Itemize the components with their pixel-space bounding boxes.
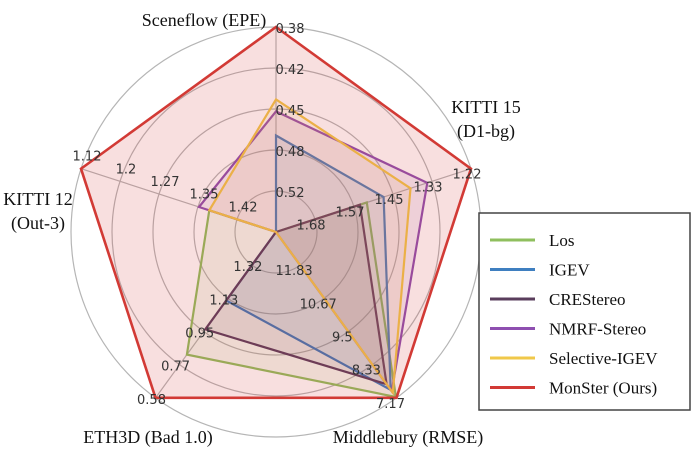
tick-label: 1.22 — [453, 168, 482, 183]
legend-label: Los — [549, 231, 575, 250]
tick-label: 11.83 — [275, 264, 312, 279]
series-polygon-igev — [224, 133, 392, 392]
tick-label: 9.5 — [332, 331, 353, 346]
tick-label: 1.35 — [190, 188, 219, 203]
tick-label: 0.42 — [276, 63, 305, 78]
tick-label: 1.45 — [375, 193, 404, 208]
axis-title: ETH3D (Bad 1.0) — [83, 427, 212, 448]
tick-label: 1.33 — [414, 180, 443, 195]
legend-box — [478, 212, 691, 411]
series-polygon-monster-ours — [79, 25, 473, 400]
tick-label: 1.13 — [209, 293, 238, 308]
tick-label: 7.17 — [376, 397, 405, 412]
tick-label: 10.67 — [300, 297, 337, 312]
legend-label: NMRF-Stereo — [549, 320, 646, 339]
tick-label: 1.57 — [336, 206, 365, 221]
tick-label: 8.33 — [352, 364, 381, 379]
tick-labels: 0.38 0.42 0.45 0.48 0.52 1.22 1.33 1.45 1.57 1.68… — [73, 22, 482, 412]
tick-label: 1.32 — [233, 260, 262, 275]
axis-title: Middlebury (RMSE) — [333, 427, 484, 448]
legend-label: MonSter (Ours) — [549, 379, 657, 398]
tick-label: 1.42 — [229, 200, 258, 215]
tick-label: 1.12 — [73, 150, 102, 165]
legend-label: IGEV — [549, 261, 590, 280]
legend: Los IGEV CREStereo NMRF-Stereo Selective-IGE… — [478, 212, 691, 411]
series-polygon-selective-igev — [207, 97, 412, 396]
tick-label: 1.27 — [151, 175, 180, 190]
legend-label: CREStereo — [549, 290, 626, 309]
tick-label: 1.68 — [297, 218, 326, 233]
axis-title: Sceneflow (EPE) — [142, 10, 266, 31]
tick-label: 0.77 — [161, 360, 190, 375]
tick-label: 0.95 — [185, 327, 214, 342]
tick-label: 0.45 — [276, 104, 305, 119]
radar-series — [79, 25, 473, 400]
tick-label: 0.48 — [276, 145, 305, 160]
axis-titles: Sceneflow (EPE) KITTI 15 (D1-bg) Middlebury… — [3, 10, 520, 448]
axis-title: KITTI 15 (D1-bg) — [451, 97, 520, 142]
legend-label: Selective-IGEV — [549, 349, 658, 368]
tick-label: 0.52 — [276, 186, 305, 201]
tick-label: 0.38 — [276, 22, 305, 37]
axis-title: KITTI 12 (Out-3) — [3, 189, 72, 234]
tick-label: 0.58 — [137, 393, 166, 408]
tick-label: 1.2 — [116, 162, 137, 177]
